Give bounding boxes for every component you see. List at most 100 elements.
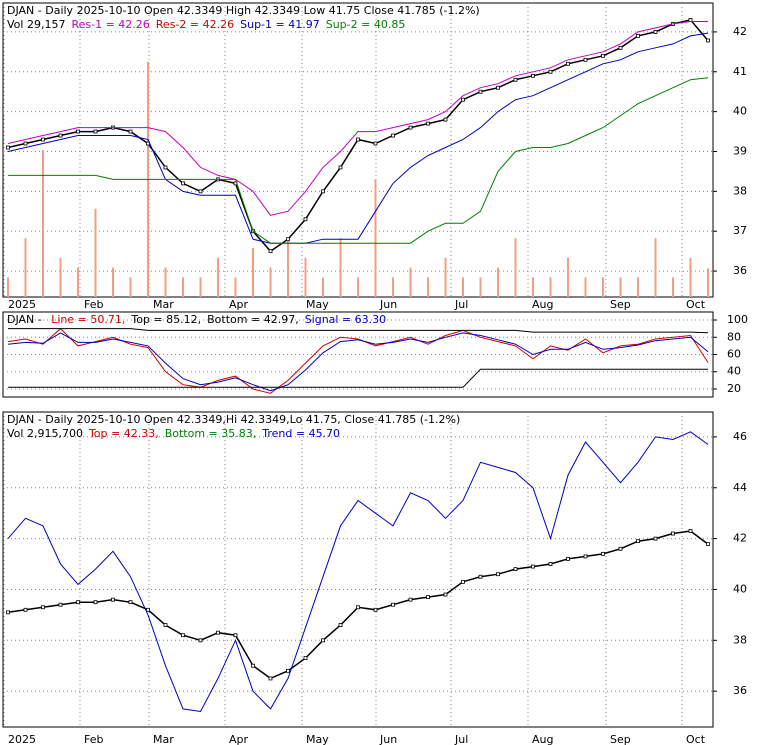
price-mark <box>303 656 308 661</box>
price-mark <box>93 600 98 605</box>
volume-bar <box>409 267 412 297</box>
price-mark <box>391 602 395 607</box>
price-mark <box>408 597 413 602</box>
y-tick-label: 40 <box>727 365 741 378</box>
volume-bar <box>287 238 289 297</box>
price-mark <box>181 633 185 638</box>
month-label: Aug <box>532 733 553 745</box>
price-mark <box>146 607 150 612</box>
header-text: DJAN - <box>7 313 45 326</box>
price-mark <box>198 189 203 194</box>
volume-bar <box>42 150 44 297</box>
volume-bar <box>392 277 394 297</box>
price-mark <box>286 668 290 673</box>
month-label: Mar <box>153 733 174 745</box>
volume-bar <box>427 277 429 297</box>
month-label: Apr <box>229 298 249 311</box>
series-line <box>7 32 709 244</box>
volume-bar <box>497 267 499 297</box>
y-tick-label: 39 <box>733 144 747 157</box>
month-label: Jun <box>379 733 397 745</box>
volume-bar <box>619 277 622 297</box>
month-label: May <box>306 733 329 745</box>
volume-bar <box>654 238 657 297</box>
price-mark <box>618 45 623 50</box>
price-mark <box>636 33 640 38</box>
price-mark <box>443 117 448 122</box>
series-line <box>7 332 709 392</box>
price-mark <box>23 607 28 612</box>
price-mark <box>356 605 360 610</box>
month-label: Feb <box>84 733 103 745</box>
volume-bar <box>549 277 552 297</box>
price-mark <box>76 129 80 134</box>
price-mark <box>496 85 500 90</box>
y-tick-label: 100 <box>727 313 748 326</box>
month-label: Apr <box>229 733 249 745</box>
volume-bar <box>199 277 202 297</box>
price-mark <box>513 567 518 572</box>
month-label: Aug <box>532 298 553 311</box>
volume-bar <box>462 277 464 297</box>
month-label: Sep <box>610 298 631 311</box>
volume-bar <box>444 257 447 297</box>
panel <box>2 411 714 728</box>
price-mark <box>583 554 588 559</box>
header: DJAN - Line = 50.71, Top = 85.12, Bottom =… <box>7 313 386 326</box>
month-label: Jul <box>454 298 468 311</box>
series-line <box>8 77 709 244</box>
y-tick-label: 80 <box>727 330 741 343</box>
volume-bar <box>584 277 587 297</box>
price-mark <box>303 217 308 222</box>
price-mark <box>373 141 378 146</box>
volume-bar <box>357 277 359 297</box>
price-mark <box>6 145 10 150</box>
series-line <box>7 21 708 216</box>
y-tick-label: 44 <box>733 481 747 494</box>
y-tick-label: 38 <box>733 633 747 646</box>
price-mark <box>653 536 658 541</box>
price-mark <box>128 600 133 605</box>
price-mark <box>513 77 518 82</box>
price-mark <box>408 125 413 130</box>
price-mark <box>41 137 45 142</box>
volume-bar <box>374 179 377 297</box>
price-mark <box>566 557 570 561</box>
volume-bar <box>707 268 709 297</box>
volume-bar <box>112 267 114 297</box>
volume-bar <box>7 277 9 297</box>
price-mark <box>391 133 395 138</box>
price-mark <box>653 30 658 34</box>
header-text: DJAN - Daily 2025-10-10 Open 42.3349,Hi … <box>7 413 460 426</box>
y-tick-label: 38 <box>733 184 747 197</box>
header: Vol 2,915,700 Top = 42.33, Bottom = 35.83,… <box>7 427 340 440</box>
y-tick-label: 36 <box>733 264 747 277</box>
header: DJAN - Daily 2025-10-10 Open 42.3349,Hi … <box>7 413 460 426</box>
y-tick-label: 40 <box>733 105 747 118</box>
header-text: Bottom = 42.97, <box>207 313 299 326</box>
price-mark <box>618 546 623 551</box>
volume-bar <box>339 238 342 297</box>
y-tick-label: 42 <box>733 25 747 38</box>
month-label: Jul <box>454 733 468 745</box>
header-text: Bottom = 35.83, <box>165 427 257 440</box>
volume-bar <box>637 277 639 297</box>
price-mark <box>548 69 553 74</box>
series-line <box>7 327 709 394</box>
header-text: Top = 85.12, <box>130 313 201 326</box>
header-text: Trend = 45.70 <box>261 427 340 440</box>
price-mark <box>23 141 28 146</box>
price-mark <box>268 676 273 681</box>
y-tick-label: 42 <box>733 532 747 545</box>
volume-bar <box>24 238 27 297</box>
price-mark <box>233 633 238 638</box>
y-tick-label: 36 <box>733 684 747 697</box>
volume-bar <box>304 257 307 297</box>
price-mark <box>688 529 693 533</box>
volume-bar <box>689 257 692 297</box>
volume-bar <box>77 267 79 297</box>
price-mark <box>338 165 343 170</box>
price-mark <box>583 57 588 62</box>
price-mark <box>373 607 378 612</box>
